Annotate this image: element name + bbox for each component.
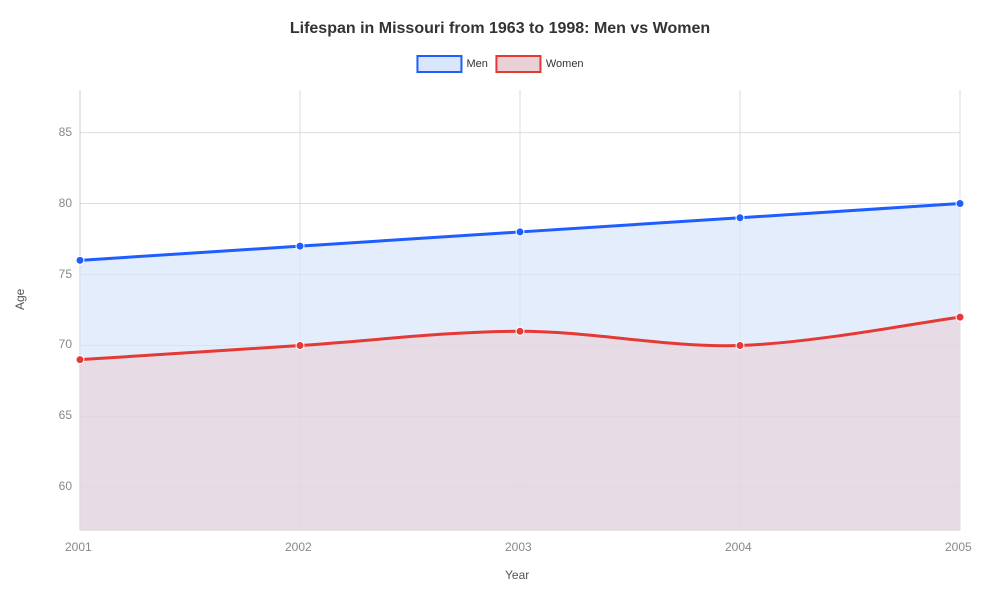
y-tick-label: 70 (59, 337, 72, 351)
marker-women[interactable] (956, 313, 964, 321)
x-tick-label: 2003 (505, 540, 532, 554)
x-tick-label: 2004 (725, 540, 752, 554)
x-tick-label: 2005 (945, 540, 972, 554)
marker-women[interactable] (736, 341, 744, 349)
x-tick-label: 2002 (285, 540, 312, 554)
x-tick-label: 2001 (65, 540, 92, 554)
chart-svg (0, 0, 1000, 600)
marker-women[interactable] (516, 327, 524, 335)
marker-men[interactable] (516, 228, 524, 236)
marker-men[interactable] (76, 256, 84, 264)
y-axis-label: Age (13, 289, 27, 310)
y-tick-label: 85 (59, 125, 72, 139)
marker-women[interactable] (296, 341, 304, 349)
y-tick-label: 80 (59, 196, 72, 210)
marker-men[interactable] (956, 200, 964, 208)
marker-women[interactable] (76, 356, 84, 364)
marker-men[interactable] (736, 214, 744, 222)
y-tick-label: 65 (59, 408, 72, 422)
y-tick-label: 75 (59, 267, 72, 281)
x-axis-label: Year (505, 568, 529, 582)
marker-men[interactable] (296, 242, 304, 250)
chart-container: Lifespan in Missouri from 1963 to 1998: … (0, 0, 1000, 600)
y-tick-label: 60 (59, 479, 72, 493)
